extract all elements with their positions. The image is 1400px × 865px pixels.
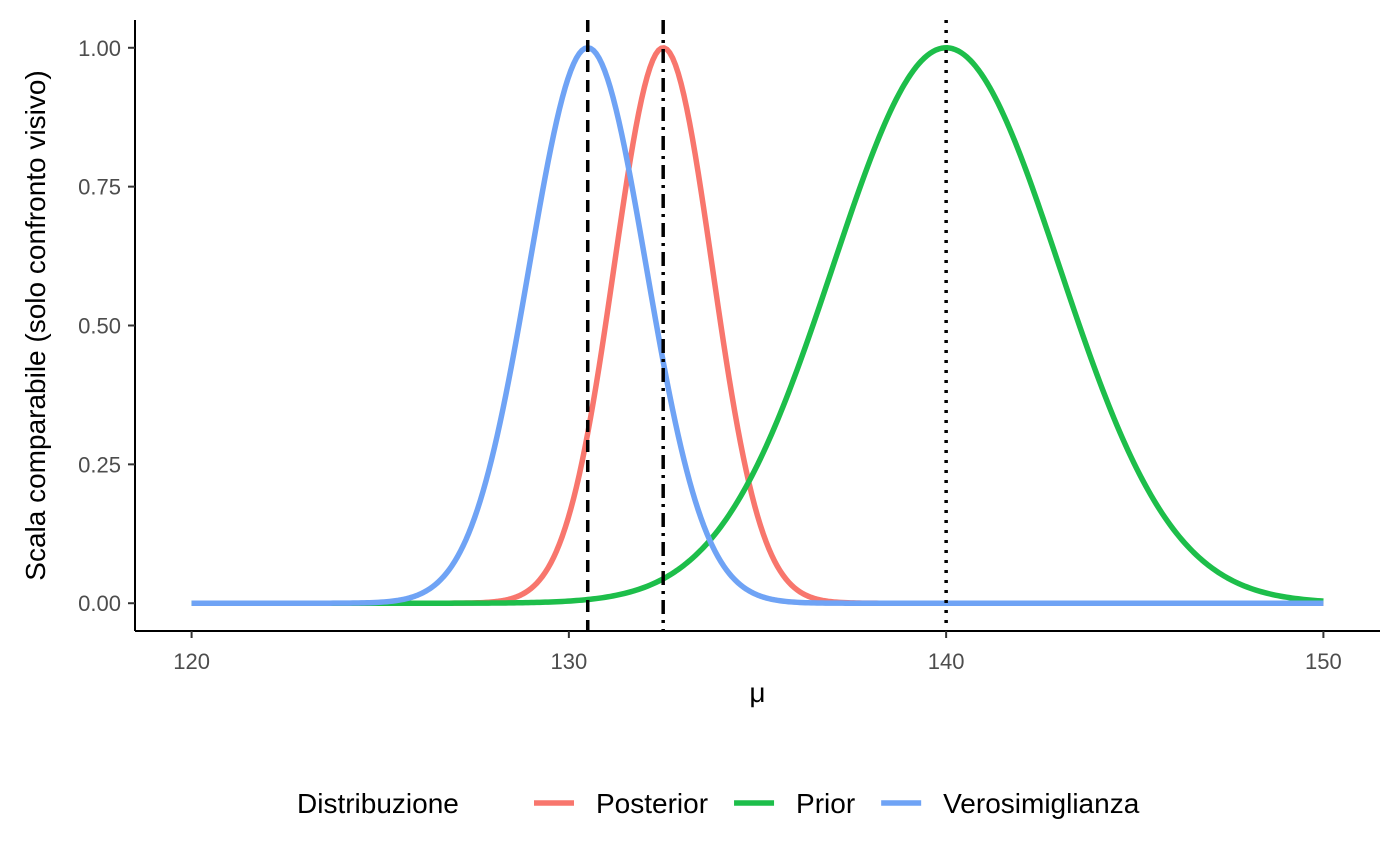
x-ticks: 120 130 140 150 bbox=[173, 631, 1342, 674]
reference-lines bbox=[585, 20, 948, 631]
series-line-verosimiglianza bbox=[191, 45, 1324, 606]
series-line-posterior bbox=[191, 45, 1324, 606]
legend-title: Distribuzione bbox=[297, 788, 459, 819]
y-axis-title: Scala comparabile (solo confronto visivo… bbox=[20, 70, 51, 580]
legend-label-prior: Prior bbox=[796, 788, 855, 819]
y-tick-label: 0.50 bbox=[78, 314, 121, 339]
axes: 120 130 140 150 0.00 0.25 0.50 0.75 1.00 bbox=[78, 20, 1380, 674]
y-tick-label: 1.00 bbox=[78, 36, 121, 61]
legend-label-posterior: Posterior bbox=[596, 788, 708, 819]
y-tick-label: 0.75 bbox=[78, 175, 121, 200]
series-lines bbox=[191, 45, 1324, 606]
y-tick-label: 0.25 bbox=[78, 452, 121, 477]
x-tick-label: 140 bbox=[928, 649, 965, 674]
y-tick-label: 0.00 bbox=[78, 591, 121, 616]
x-tick-label: 130 bbox=[551, 649, 588, 674]
legend-label-verosimiglianza: Verosimiglianza bbox=[943, 788, 1140, 819]
x-tick-label: 120 bbox=[173, 649, 210, 674]
legend: Distribuzione Posterior Prior Verosimiglia… bbox=[297, 788, 1140, 819]
y-ticks: 0.00 0.25 0.50 0.75 1.00 bbox=[78, 36, 135, 616]
x-tick-label: 150 bbox=[1305, 649, 1342, 674]
x-axis-title: μ bbox=[749, 677, 765, 708]
